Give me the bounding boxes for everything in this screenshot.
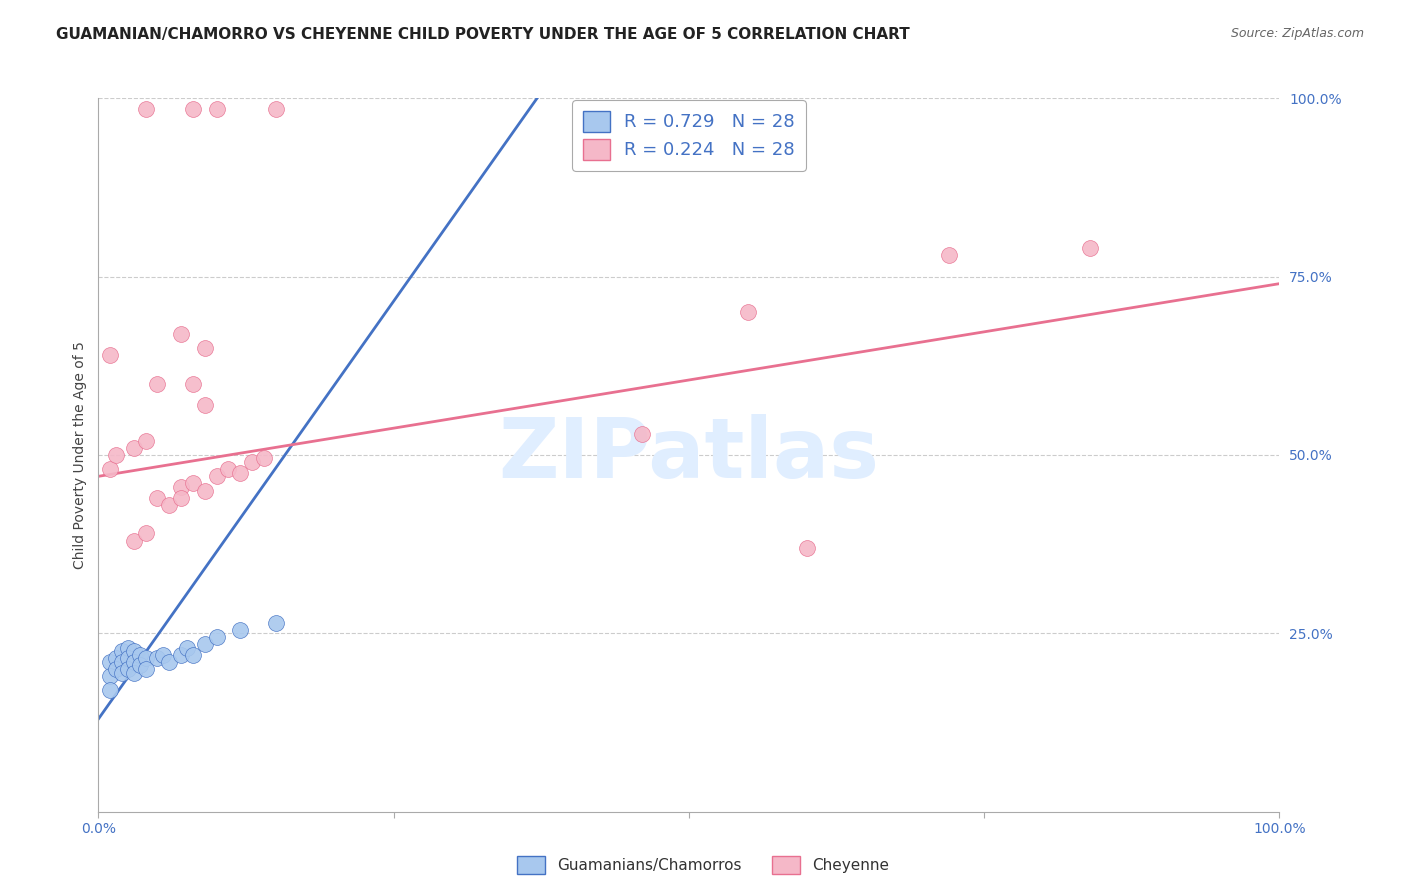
- Point: [630, 426, 652, 441]
- Point: [264, 615, 287, 630]
- Point: [98, 683, 121, 698]
- Point: [111, 665, 134, 680]
- Point: [117, 662, 139, 676]
- Point: [205, 630, 228, 644]
- Point: [240, 455, 263, 469]
- Point: [737, 305, 759, 319]
- Legend: Guamanians/Chamorros, Cheyenne: Guamanians/Chamorros, Cheyenne: [512, 850, 894, 880]
- Point: [170, 480, 193, 494]
- Point: [122, 644, 145, 658]
- Point: [135, 526, 157, 541]
- Point: [128, 658, 150, 673]
- Point: [194, 637, 217, 651]
- Point: [194, 341, 217, 355]
- Point: [796, 541, 818, 555]
- Point: [135, 102, 157, 116]
- Point: [122, 665, 145, 680]
- Point: [170, 491, 193, 505]
- Point: [98, 348, 121, 362]
- Point: [176, 640, 198, 655]
- Point: [117, 651, 139, 665]
- Point: [146, 376, 169, 391]
- Point: [170, 648, 193, 662]
- Point: [157, 655, 180, 669]
- Point: [105, 651, 128, 665]
- Point: [181, 648, 204, 662]
- Point: [98, 462, 121, 476]
- Point: [152, 648, 174, 662]
- Point: [181, 476, 204, 491]
- Point: [122, 441, 145, 455]
- Point: [128, 648, 150, 662]
- Point: [205, 102, 228, 116]
- Point: [253, 451, 276, 466]
- Point: [229, 623, 252, 637]
- Point: [122, 655, 145, 669]
- Point: [170, 326, 193, 341]
- Point: [98, 669, 121, 683]
- Point: [194, 483, 217, 498]
- Point: [135, 651, 157, 665]
- Point: [111, 655, 134, 669]
- Point: [146, 651, 169, 665]
- Point: [117, 640, 139, 655]
- Text: ZIPatlas: ZIPatlas: [499, 415, 879, 495]
- Point: [217, 462, 239, 476]
- Legend: R = 0.729   N = 28, R = 0.224   N = 28: R = 0.729 N = 28, R = 0.224 N = 28: [572, 100, 806, 170]
- Point: [229, 466, 252, 480]
- Point: [181, 376, 204, 391]
- Point: [1080, 241, 1102, 255]
- Point: [181, 102, 204, 116]
- Point: [157, 498, 180, 512]
- Point: [105, 662, 128, 676]
- Point: [146, 491, 169, 505]
- Point: [105, 448, 128, 462]
- Point: [205, 469, 228, 483]
- Point: [135, 434, 157, 448]
- Point: [111, 644, 134, 658]
- Text: Source: ZipAtlas.com: Source: ZipAtlas.com: [1230, 27, 1364, 40]
- Point: [98, 655, 121, 669]
- Y-axis label: Child Poverty Under the Age of 5: Child Poverty Under the Age of 5: [73, 341, 87, 569]
- Point: [938, 248, 960, 262]
- Point: [194, 398, 217, 412]
- Point: [264, 102, 287, 116]
- Point: [135, 662, 157, 676]
- Point: [122, 533, 145, 548]
- Text: GUAMANIAN/CHAMORRO VS CHEYENNE CHILD POVERTY UNDER THE AGE OF 5 CORRELATION CHAR: GUAMANIAN/CHAMORRO VS CHEYENNE CHILD POV…: [56, 27, 910, 42]
